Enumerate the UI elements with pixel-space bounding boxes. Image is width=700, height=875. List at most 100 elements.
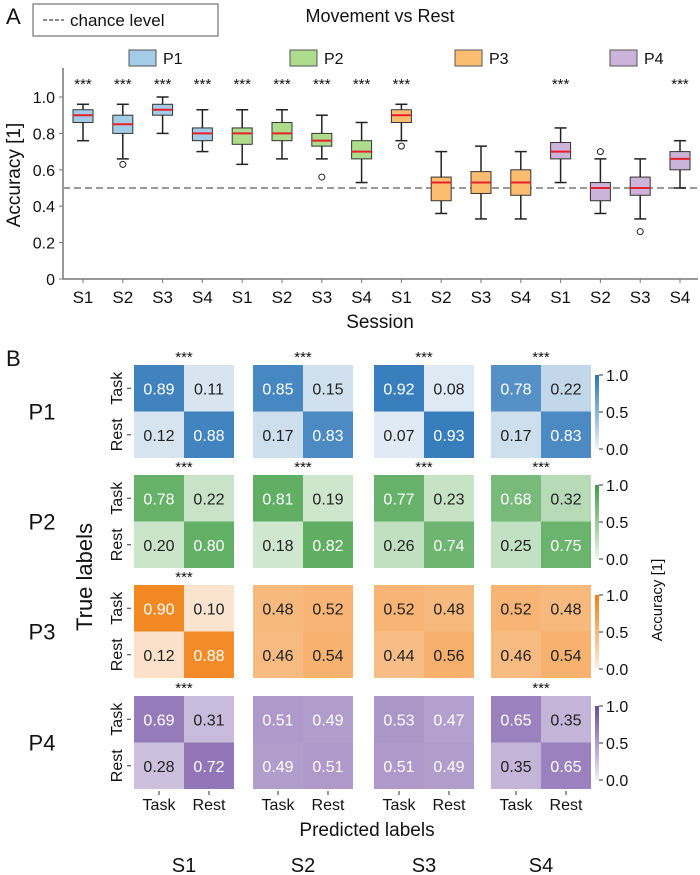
- box-p1-s4: ***: [191, 76, 213, 153]
- cell-value: 0.51: [262, 712, 293, 729]
- box-p3-s2: [430, 150, 452, 215]
- cell-value: 0.44: [383, 648, 414, 665]
- colorbar-tick-label: 0.0: [606, 662, 628, 679]
- legend-swatch-p3: [454, 49, 483, 67]
- confusion-matrix-p1-s3: 0.92 0.08 0.07 0.93 ***: [374, 349, 474, 458]
- heatmap-cell: [303, 521, 353, 568]
- cell-value: 0.52: [383, 601, 414, 618]
- box-p2-s3: ***: [311, 76, 333, 181]
- cell-value: 0.89: [143, 381, 174, 398]
- heatmap-cell: [541, 475, 591, 522]
- box-iqr: [271, 121, 293, 142]
- heatmap-cell: [303, 696, 353, 743]
- cell-value: 0.53: [383, 712, 414, 729]
- row-label-p4: P4: [29, 731, 56, 756]
- chance-legend-label: chance level: [70, 11, 165, 30]
- confusion-matrix-p4-s1: 0.69 0.31 0.28 0.72 ***: [134, 680, 234, 789]
- cell-value: 0.18: [262, 538, 293, 555]
- cell-value: 0.22: [550, 381, 581, 398]
- cell-value: 0.49: [312, 712, 343, 729]
- heatmap-cell: [541, 696, 591, 743]
- heatmap-cell: [374, 411, 424, 458]
- x-tick-label: S3: [152, 288, 173, 307]
- heatmap-cell: [184, 411, 234, 458]
- cell-value: 0.07: [383, 428, 414, 445]
- significance-marker: ***: [175, 349, 193, 366]
- colorbar-tick-label: 0.5: [606, 515, 628, 532]
- heatmap-cell: [303, 365, 353, 412]
- box-iqr: [629, 176, 651, 196]
- heatmap-cell: [491, 365, 541, 412]
- heatmap-cell: [541, 521, 591, 568]
- heatmap-cell: [184, 742, 234, 789]
- significance-marker: ***: [415, 349, 433, 366]
- outlier-point: [397, 142, 405, 150]
- heatmap-cell: [184, 585, 234, 632]
- predicted-label-task: Task: [262, 797, 296, 814]
- cell-value: 0.65: [550, 759, 581, 776]
- confusion-matrix-p3-s4: 0.52 0.48 0.46 0.54: [491, 585, 591, 678]
- box-iqr: [430, 176, 452, 202]
- heatmap-cell: [184, 365, 234, 412]
- boxplot-ylabel: Accuracy [1]: [4, 123, 25, 228]
- x-tick-label: S1: [232, 288, 253, 307]
- cell-value: 0.46: [500, 648, 531, 665]
- colorbar-bar: [595, 485, 599, 559]
- confusion-matrix-p4-s3: 0.53 0.47 0.51 0.49: [374, 696, 474, 789]
- true-label-rest: Rest: [109, 749, 126, 782]
- cell-value: 0.23: [433, 491, 464, 508]
- cell-value: 0.77: [383, 491, 414, 508]
- heatmap-cell: [184, 521, 234, 568]
- heatmap-cell: [303, 585, 353, 632]
- x-tick-label: S3: [630, 288, 651, 307]
- confusion-matrix-p1-s4: 0.78 0.22 0.17 0.83 ***: [491, 349, 591, 458]
- heatmap-cell: [374, 631, 424, 678]
- true-label-task: Task: [109, 481, 126, 515]
- cell-value: 0.75: [550, 538, 581, 555]
- significance-marker: ***: [273, 76, 291, 93]
- heatmap-cell: [491, 696, 541, 743]
- colorbar-tick-label: 0.0: [606, 552, 628, 569]
- boxplot-area: 0 0.2 0.4 0.6 0.8 1.0 P1 P2 P3 P4 *** S1 *** S2 *** S3 *…: [33, 49, 698, 307]
- colorbar-tick-label: 1.0: [606, 368, 628, 385]
- heatmap-cell: [134, 475, 184, 522]
- heatmap-cell: [253, 521, 303, 568]
- heatmap-cell: [541, 631, 591, 678]
- box-p4-s3: [629, 158, 651, 236]
- heatmap-cell: [253, 742, 303, 789]
- cell-value: 0.51: [312, 759, 343, 776]
- heatmap-cell: [541, 585, 591, 632]
- colorbar-tick-label: 0.5: [606, 405, 628, 422]
- cell-value: 0.78: [500, 381, 531, 398]
- significance-marker: ***: [532, 680, 550, 697]
- box-p3-s4: [510, 150, 532, 220]
- row-label-p1: P1: [29, 400, 56, 425]
- heatmap-cell: [491, 475, 541, 522]
- box-p1-s2: ***: [112, 76, 134, 168]
- cell-value: 0.26: [383, 538, 414, 555]
- predicted-label-rest: Rest: [193, 797, 226, 814]
- cell-value: 0.08: [433, 381, 464, 398]
- heatmap-cell: [253, 631, 303, 678]
- session-label-s2: S2: [291, 855, 315, 875]
- confusion-matrix-p2-s1: 0.78 0.22 0.20 0.80 ***: [134, 459, 234, 568]
- heatmap-cell: [424, 365, 474, 412]
- significance-marker: ***: [175, 569, 193, 586]
- colorbar-tick-label: 0.0: [606, 442, 628, 459]
- cell-value: 0.52: [312, 601, 343, 618]
- colorbar-tick-label: 0.0: [606, 773, 628, 790]
- y-tick-label: 0.2: [33, 236, 55, 253]
- cell-value: 0.47: [433, 712, 464, 729]
- cell-value: 0.48: [550, 601, 581, 618]
- outlier-point: [318, 173, 326, 181]
- cell-value: 0.80: [193, 538, 224, 555]
- heatmap-cell: [491, 742, 541, 789]
- cell-value: 0.46: [262, 648, 293, 665]
- colorbar-p4: 1.0 0.5 0.0: [595, 699, 628, 790]
- cell-value: 0.12: [143, 648, 174, 665]
- predicted-label-task: Task: [500, 797, 534, 814]
- heatmap-cell: [491, 411, 541, 458]
- predicted-label-rest: Rest: [433, 797, 466, 814]
- colorbar-tick-label: 0.5: [606, 736, 628, 753]
